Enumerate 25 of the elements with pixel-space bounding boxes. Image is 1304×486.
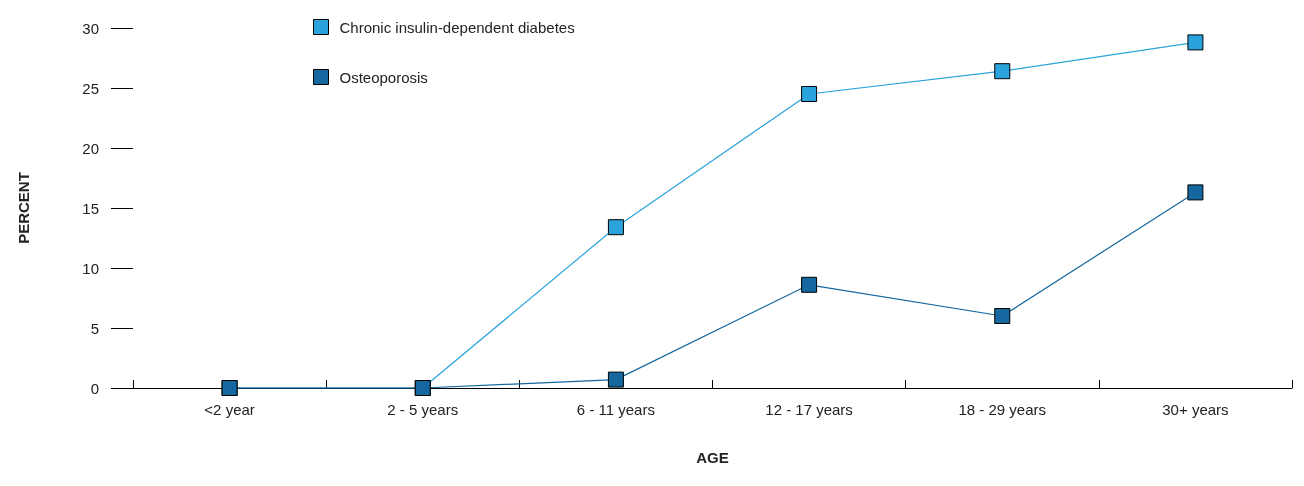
x-axis-title: AGE [696,449,729,466]
point [607,371,624,388]
y-tick-label: 15 [82,199,99,217]
point [801,86,818,102]
point [1187,184,1204,201]
legend-label: Osteoporosis [339,68,428,86]
y-tick-label: 10 [82,259,99,277]
y-tick-label: 5 [90,319,99,337]
legend-label: Chronic insulin-dependent diabetes [339,18,575,36]
x-tick-label: 30+ years [1162,401,1229,418]
x-tick-label: 12 - 17 years [765,401,853,418]
point [801,276,818,293]
y-tick-label: 0 [90,379,99,397]
point [994,308,1011,324]
x-tick-label: 18 - 29 years [958,401,1047,418]
x-tick-label: 6 - 11 years [576,401,655,418]
point [607,219,624,236]
x-tick-label: <2 year [204,401,255,418]
y-axis-title: PERCENT [15,172,32,244]
x-tick-label: 2 - 5 years [387,401,459,418]
point [994,63,1011,80]
y-tick-label: 30 [82,19,99,37]
y-tick-label: 25 [82,79,99,97]
point [1187,34,1204,51]
y-tick-label: 20 [82,139,99,157]
